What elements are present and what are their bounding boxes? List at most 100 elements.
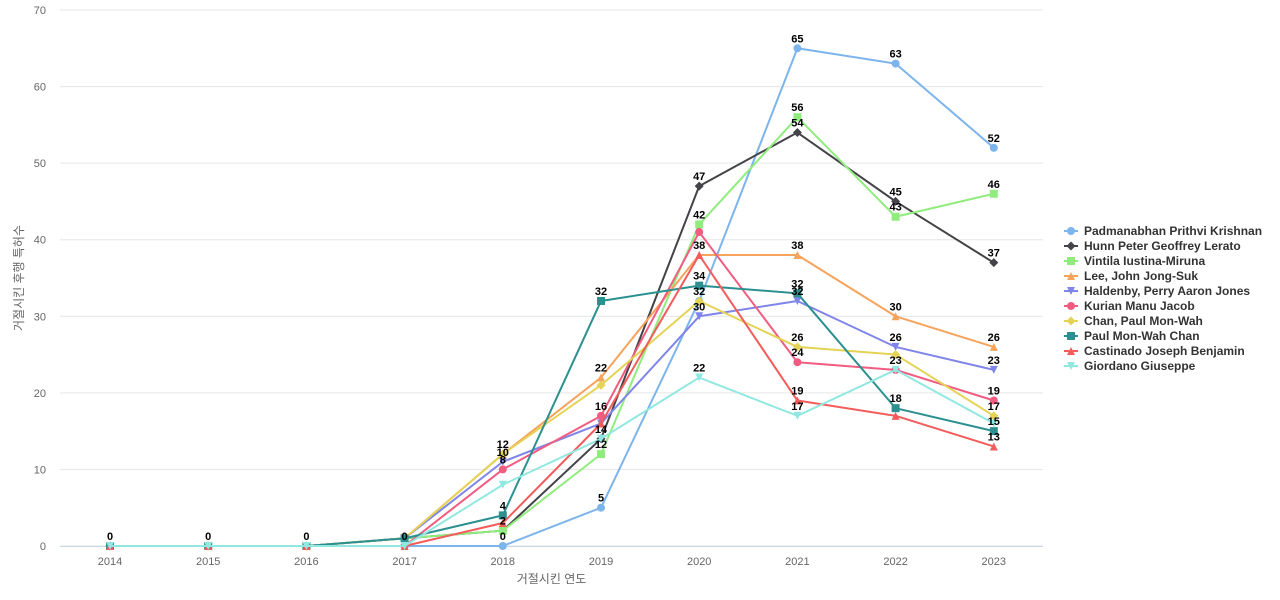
y-tick-label: 10	[34, 464, 46, 476]
data-point	[989, 419, 998, 428]
x-tick-label: 2014	[98, 556, 122, 568]
data-label: 14	[595, 424, 608, 436]
legend-label: Hunn Peter Geoffrey Lerato	[1084, 239, 1241, 253]
data-point	[695, 373, 704, 382]
data-label: 32	[791, 286, 803, 298]
x-tick-label: 2021	[785, 556, 809, 568]
legend-item[interactable]: Padmanabhan Prithvi Krishnan	[1064, 224, 1262, 238]
data-label: 45	[889, 186, 901, 198]
x-tick-label: 2023	[982, 556, 1006, 568]
legend-item[interactable]: Chan, Paul Mon-Wah	[1064, 314, 1203, 328]
data-point	[989, 342, 998, 351]
data-point	[597, 450, 605, 459]
data-label: 12	[497, 439, 509, 451]
data-label: 56	[791, 102, 803, 114]
data-point	[792, 342, 802, 352]
data-point	[400, 534, 409, 543]
legend-item[interactable]: Haldenby, Perry Aaron Jones	[1064, 284, 1250, 298]
legend-marker	[1066, 316, 1076, 326]
legend-item[interactable]: Giordano Giuseppe	[1064, 359, 1196, 373]
legend-marker	[1067, 302, 1075, 310]
data-label: 12	[595, 439, 607, 451]
legend-marker	[1067, 347, 1075, 355]
series-line	[109, 254, 995, 547]
series-2	[105, 128, 999, 551]
data-label: 17	[988, 401, 1000, 413]
y-tick-label: 20	[34, 388, 46, 400]
data-label: 30	[693, 301, 705, 313]
data-label: 26	[889, 332, 901, 344]
series-line	[109, 368, 995, 547]
data-point	[891, 350, 901, 360]
data-point	[793, 296, 802, 305]
x-tick-label: 2022	[883, 556, 907, 568]
legend-label: Kurian Manu Jacob	[1084, 299, 1195, 313]
x-tick-label: 2016	[294, 556, 318, 568]
data-label: 38	[693, 240, 705, 252]
data-label: 38	[791, 240, 803, 252]
y-tick-label: 60	[34, 82, 46, 94]
y-tick-label: 30	[34, 311, 46, 323]
legend-item[interactable]: Paul Mon-Wah Chan	[1064, 329, 1200, 343]
data-point	[989, 442, 998, 451]
data-label: 34	[693, 271, 706, 283]
data-point	[989, 143, 998, 152]
data-point	[891, 212, 900, 221]
legend-item[interactable]: Lee, John Jong-Suk	[1064, 269, 1198, 283]
data-point	[695, 228, 704, 237]
data-point	[694, 181, 704, 191]
data-point	[793, 251, 802, 260]
data-label: 23	[988, 355, 1000, 367]
data-label: 32	[595, 286, 607, 298]
data-point	[498, 542, 507, 550]
data-label: 32	[693, 286, 705, 298]
legend-marker	[1067, 272, 1075, 280]
data-label: 26	[988, 332, 1000, 344]
legend-item[interactable]: Kurian Manu Jacob	[1064, 299, 1195, 313]
data-point	[695, 312, 704, 321]
data-label: 2	[500, 516, 506, 528]
data-label: 43	[889, 202, 901, 214]
data-label: 22	[693, 363, 705, 375]
legend-label: Chan, Paul Mon-Wah	[1084, 314, 1203, 328]
data-label: 26	[791, 332, 803, 344]
x-tick-label: 2017	[392, 556, 416, 568]
data-point	[498, 449, 508, 459]
series-10	[106, 365, 998, 550]
x-tick-label: 2020	[687, 556, 711, 568]
data-label: 42	[693, 209, 705, 221]
data-point	[891, 59, 900, 68]
legend-item[interactable]: Vintila Iustina-Miruna	[1064, 254, 1205, 268]
data-label: 32	[791, 278, 803, 290]
data-point	[793, 44, 802, 53]
data-point	[891, 404, 900, 413]
data-point	[597, 503, 605, 512]
series-line	[109, 299, 995, 547]
data-label: 0	[303, 531, 309, 543]
legend-label: Lee, John Jong-Suk	[1084, 269, 1198, 283]
x-tick-label: 2018	[491, 556, 515, 568]
legend-marker	[1067, 257, 1075, 265]
legend-item[interactable]: Hunn Peter Geoffrey Lerato	[1064, 239, 1241, 253]
series-line	[109, 231, 995, 547]
series-5	[106, 296, 998, 550]
data-label: 0	[402, 531, 408, 543]
legend-marker	[1067, 227, 1075, 235]
data-point	[989, 365, 998, 374]
data-label: 5	[598, 493, 604, 505]
data-point	[891, 411, 900, 420]
legend-marker	[1066, 241, 1076, 251]
data-point	[695, 251, 704, 260]
legend-item[interactable]: Castinado Joseph Benjamin	[1064, 344, 1245, 358]
data-point	[891, 196, 901, 206]
x-tick-label: 2015	[196, 556, 220, 568]
x-tick-label: 2019	[589, 556, 613, 568]
data-point	[597, 434, 605, 443]
data-point	[792, 128, 802, 138]
legend-label: Padmanabhan Prithvi Krishnan	[1084, 224, 1262, 238]
data-label: 23	[889, 355, 901, 367]
